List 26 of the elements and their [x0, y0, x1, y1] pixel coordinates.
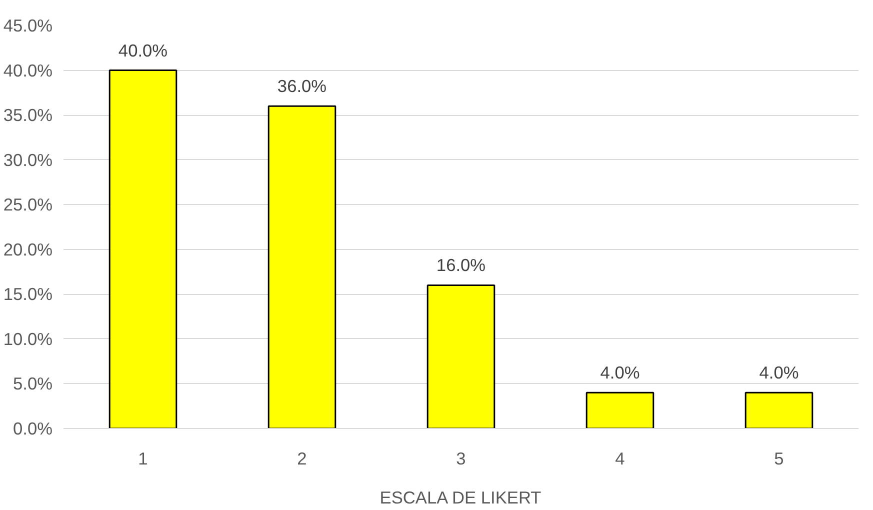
- y-tick-label: 20.0%: [3, 239, 53, 260]
- y-tick-label: 10.0%: [3, 328, 53, 349]
- bar: [268, 105, 336, 428]
- y-tick-label: 15.0%: [3, 284, 53, 304]
- y-tick-label: 45.0%: [3, 16, 53, 36]
- x-tick-label: 1: [138, 448, 148, 468]
- y-tick-label: 25.0%: [3, 194, 53, 215]
- y-tick-label: 30.0%: [3, 150, 53, 170]
- x-tick-label: 2: [297, 448, 307, 468]
- x-axis-title: ESCALA DE LIKERT: [380, 488, 542, 508]
- data-label: 40.0%: [118, 40, 168, 60]
- data-label: 36.0%: [277, 76, 327, 96]
- data-label: 4.0%: [600, 362, 640, 383]
- data-label: 16.0%: [436, 255, 486, 276]
- y-tick-label: 0.0%: [13, 418, 53, 438]
- y-tick-label: 5.0%: [13, 374, 53, 394]
- x-tick-label: 4: [615, 448, 626, 468]
- y-tick-label: 40.0%: [3, 60, 53, 80]
- bar: [426, 284, 496, 428]
- bar: [744, 392, 814, 428]
- bar: [586, 392, 654, 428]
- x-tick-label: 3: [456, 448, 466, 468]
- bar: [108, 70, 178, 428]
- data-label: 4.0%: [759, 362, 799, 383]
- y-tick-label: 35.0%: [3, 105, 53, 126]
- x-tick-label: 5: [774, 448, 784, 468]
